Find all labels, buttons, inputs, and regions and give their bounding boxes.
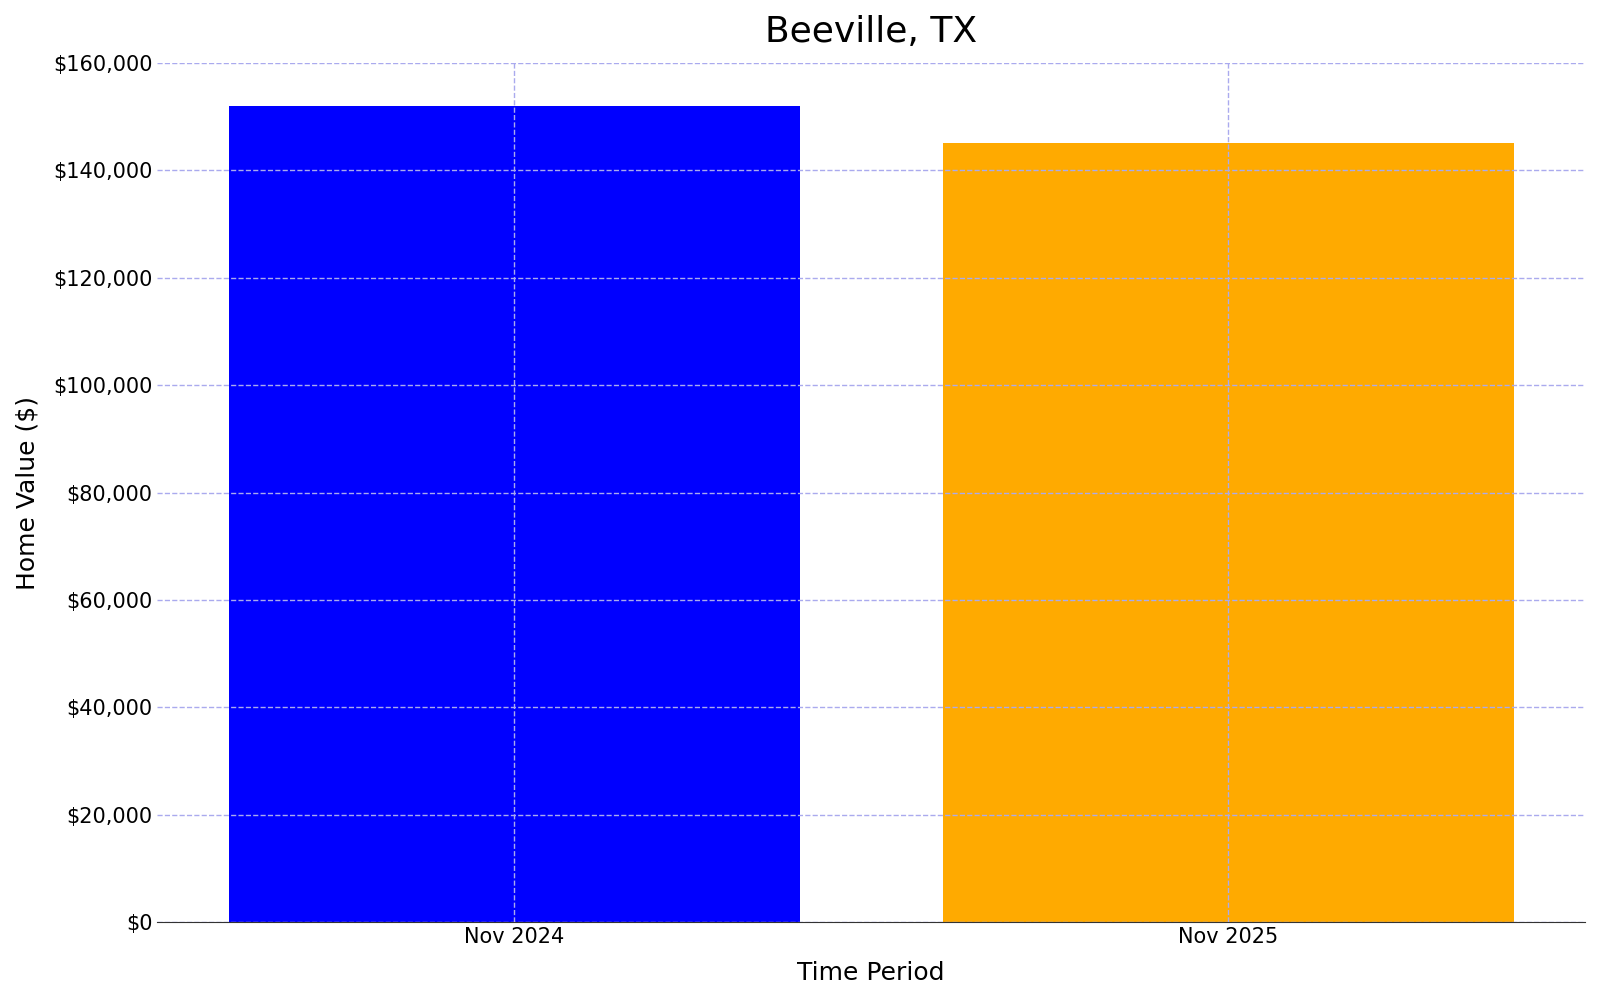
Bar (942, 143, 1514, 922)
Bar (229, 106, 800, 922)
Title: Beeville, TX: Beeville, TX (765, 15, 978, 49)
Y-axis label: Home Value ($): Home Value ($) (14, 396, 38, 590)
X-axis label: Time Period: Time Period (797, 961, 946, 985)
